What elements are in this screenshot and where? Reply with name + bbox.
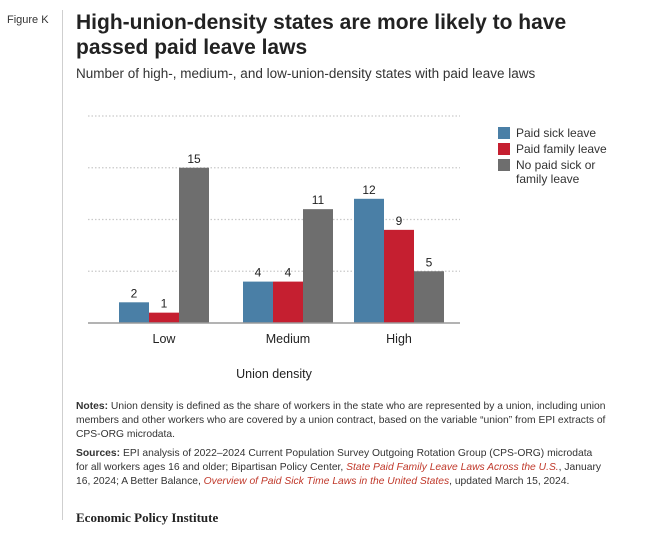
- sources-text: EPI analysis of 2022–2024 Current Popula…: [76, 448, 593, 474]
- legend-item-paid-sick: Paid sick leave: [498, 126, 618, 140]
- bar-chart: 2 1 15 Low 4 4 11 Medium 12 9 5 High Union density: [88, 115, 460, 381]
- data-label: 4: [285, 266, 292, 280]
- legend: Paid sick leave Paid family leave No pai…: [498, 126, 618, 188]
- divider: [62, 10, 63, 520]
- bar: [179, 167, 209, 323]
- sources-text: , January 16, 2024; A Better Balance,: [76, 462, 602, 487]
- data-label: 11: [312, 193, 325, 207]
- legend-label: No paid sick or family leave: [516, 158, 596, 186]
- sources-paragraph: Sources: EPI analysis of 2022–2024 Curre…: [76, 447, 606, 488]
- legend-label: Paid family leave: [516, 142, 607, 156]
- data-label: 15: [187, 152, 201, 166]
- bar: [243, 281, 273, 323]
- data-label: 12: [362, 183, 376, 197]
- x-tick-label: Low: [153, 332, 177, 346]
- legend-swatch: [498, 159, 510, 171]
- notes-label: Notes:: [76, 401, 109, 412]
- bar: [354, 198, 384, 323]
- bar: [414, 271, 444, 323]
- chart-subtitle: Number of high-, medium-, and low-union-…: [76, 66, 536, 81]
- bar: [119, 302, 149, 323]
- sources-text: , updated March 15, 2024.: [449, 475, 570, 487]
- brand-logo-text: Economic Policy Institute: [76, 510, 219, 525]
- sources-label: Sources:: [76, 448, 121, 460]
- figure-label: Figure K: [7, 14, 49, 26]
- notes-section: Notes: Union density is defined as the s…: [76, 400, 606, 495]
- source-link-bpc[interactable]: State Paid Family Leave Laws Across the …: [346, 462, 559, 474]
- notes-paragraph: Notes: Union density is defined as the s…: [76, 400, 606, 441]
- legend-swatch: [498, 143, 510, 155]
- x-axis-title: Union density: [236, 367, 312, 381]
- data-label: 9: [396, 214, 403, 228]
- notes-text: Union density is defined as the share of…: [76, 401, 606, 440]
- legend-swatch: [498, 127, 510, 139]
- x-tick-label: Medium: [266, 332, 310, 346]
- legend-item-no-paid: No paid sick or family leave: [498, 158, 618, 186]
- bar: [384, 229, 414, 323]
- data-label: 5: [426, 255, 433, 269]
- data-label: 1: [161, 297, 168, 311]
- chart-title: High-union-density states are more likel…: [76, 11, 567, 59]
- bar: [303, 209, 333, 323]
- legend-label: Paid sick leave: [516, 126, 597, 140]
- legend-item-paid-family: Paid family leave: [498, 142, 618, 156]
- bar: [149, 312, 179, 323]
- x-tick-label: High: [386, 332, 412, 346]
- data-label: 2: [131, 286, 138, 300]
- data-label: 4: [255, 266, 262, 280]
- bar: [273, 281, 303, 323]
- source-link-abb[interactable]: Overview of Paid Sick Time Laws in the U…: [203, 475, 450, 487]
